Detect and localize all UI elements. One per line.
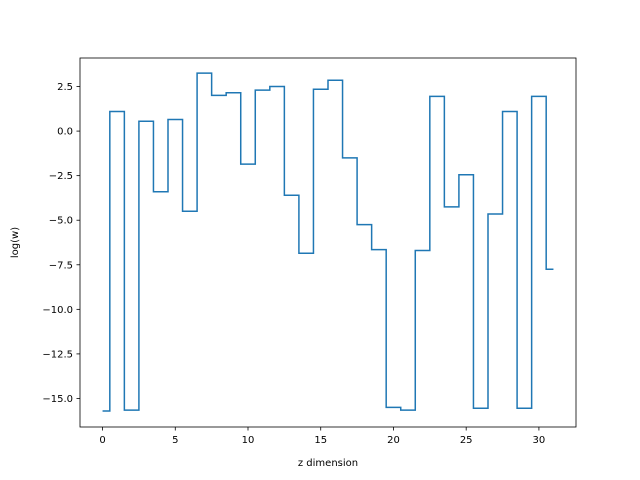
y-tick-label: −7.5 bbox=[49, 260, 73, 271]
axes-frame bbox=[79, 57, 577, 428]
x-tick-label: 25 bbox=[460, 435, 473, 446]
x-tick-label: 15 bbox=[314, 435, 327, 446]
x-tick-label: 5 bbox=[172, 435, 178, 446]
x-tick-label: 10 bbox=[242, 435, 255, 446]
y-tick-label: −5.0 bbox=[49, 216, 73, 227]
y-tick-label: 0.0 bbox=[57, 127, 73, 138]
plot-area bbox=[102, 72, 554, 412]
x-tick-label: 0 bbox=[99, 435, 105, 446]
y-tick-label: −2.5 bbox=[49, 171, 73, 182]
x-axis-ticks: 0 5 10 15 20 25 30 bbox=[99, 427, 545, 446]
y-tick-label: 2.5 bbox=[57, 82, 73, 93]
y-axis-ticks: 2.5 0.0 −2.5 −5.0 −7.5 −10.0 −12.5 −15.0 bbox=[42, 82, 80, 405]
x-tick-label: 30 bbox=[533, 435, 546, 446]
x-axis-label: z dimension bbox=[298, 458, 358, 469]
series-line-0 bbox=[102, 72, 554, 412]
y-tick-label: −12.5 bbox=[42, 349, 73, 360]
y-tick-label: −15.0 bbox=[42, 394, 73, 405]
y-tick-label: −10.0 bbox=[42, 305, 73, 316]
y-axis-label: log(w) bbox=[10, 227, 21, 258]
x-tick-label: 20 bbox=[387, 435, 400, 446]
